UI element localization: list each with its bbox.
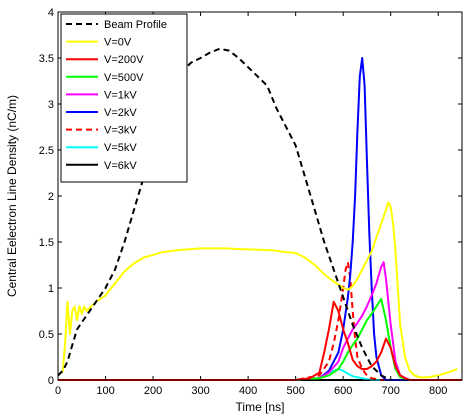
x-tick-label: 500 — [286, 385, 304, 397]
legend-label-v-0v: V=0V — [104, 37, 132, 49]
y-tick-label: 2 — [48, 191, 54, 203]
legend: Beam Profile V=0V V=200V V=500V V=1kV V=2kV V=… — [60, 13, 188, 183]
x-tick-label: 100 — [96, 385, 114, 397]
y-tick-label: 0 — [48, 375, 54, 387]
y-axis-label: Central Eelectron Line Density (nC/m) — [5, 95, 19, 297]
x-axis: 0 100 200 300 400 500 600 700 800 — [55, 12, 447, 397]
legend-box — [60, 13, 188, 183]
legend-label-v-2kv: V=2kV — [104, 107, 137, 119]
x-axis-label: Time [ns] — [236, 400, 285, 414]
x-tick-label: 800 — [429, 385, 447, 397]
legend-label-v-6kv: V=6kV — [104, 160, 137, 172]
legend-label-v-1kv: V=1kV — [104, 89, 137, 101]
y-tick-label: 2.5 — [39, 145, 54, 157]
series-line-v-0v — [57, 201, 458, 379]
x-tick-label: 700 — [382, 385, 400, 397]
y-tick-label: 3 — [48, 99, 54, 111]
x-tick-label: 400 — [239, 385, 257, 397]
y-tick-label: 3.5 — [39, 53, 54, 65]
y-tick-label: 1 — [48, 283, 54, 295]
y-tick-label: 1.5 — [39, 237, 54, 249]
x-tick-label: 200 — [144, 385, 162, 397]
legend-label-v-3kv: V=3kV — [104, 125, 137, 137]
legend-label-v-200v: V=200V — [104, 54, 144, 66]
x-tick-label: 300 — [191, 385, 209, 397]
series-line-beam-profile — [57, 47, 392, 381]
legend-label-beam-profile: Beam Profile — [104, 19, 167, 31]
legend-label-v-5kv: V=5kV — [104, 142, 137, 154]
y-tick-label: 0.5 — [39, 329, 54, 341]
x-tick-label: 600 — [334, 385, 352, 397]
y-axis: 0 0.5 1 1.5 2 2.5 3 3.5 4 — [39, 7, 462, 387]
y-tick-label: 4 — [48, 7, 54, 19]
x-tick-label: 0 — [55, 385, 61, 397]
legend-label-v-500v: V=500V — [104, 72, 144, 84]
